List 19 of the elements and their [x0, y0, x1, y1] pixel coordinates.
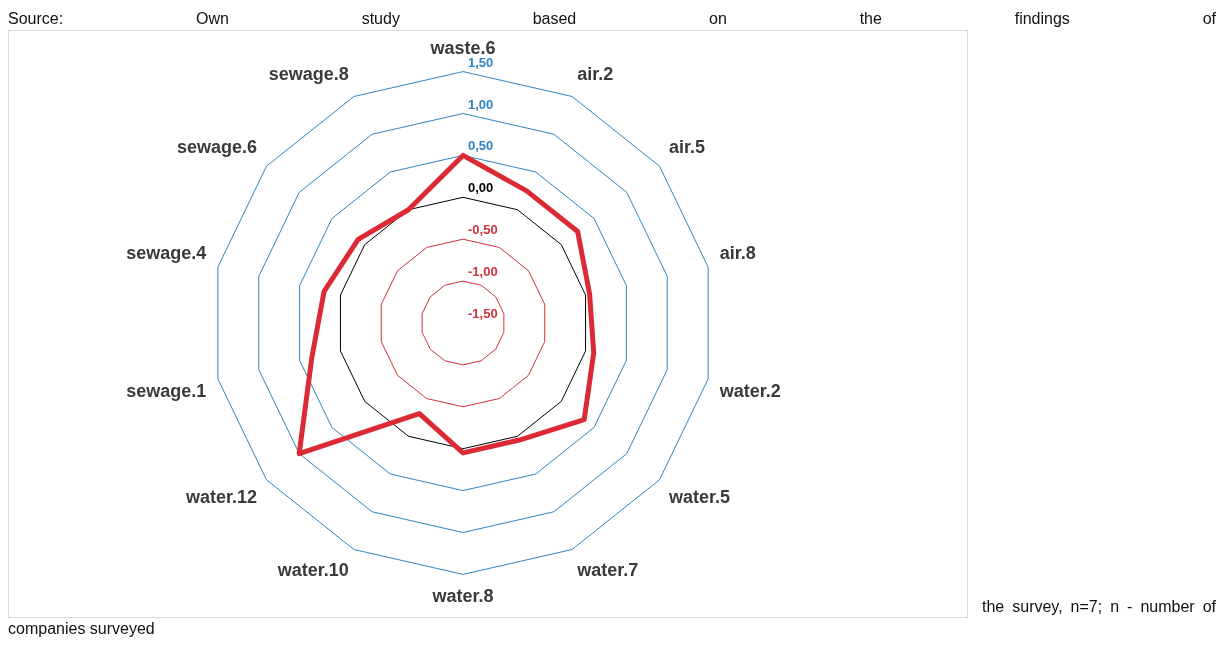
spoke-label: sewage.4 [126, 242, 207, 263]
y-tick-label: 0,00 [468, 180, 494, 196]
spoke-label: water.12 [185, 487, 258, 507]
spoke-label: water.5 [667, 487, 730, 507]
spoke-label: air.2 [577, 63, 614, 84]
spoke-label: water.10 [276, 560, 349, 581]
spoke-label: water.2 [718, 381, 781, 402]
y-tick-label: 0,50 [468, 138, 494, 154]
spoke-label: air.5 [668, 136, 705, 157]
spoke-label: sewage.8 [268, 63, 349, 84]
y-tick-label: 1,00 [468, 96, 494, 112]
spoke-label: sewage.1 [126, 381, 207, 402]
spoke-label: sewage.6 [177, 136, 258, 157]
y-tick-label: -0,50 [468, 222, 498, 238]
source-note: Source: Own study based on the findings of [8, 10, 1216, 27]
spoke-label: water.7 [576, 560, 639, 581]
spoke-label: air.8 [719, 242, 756, 263]
y-tick-label: -1,50 [468, 306, 498, 322]
y-tick-label: -1,00 [468, 264, 498, 280]
